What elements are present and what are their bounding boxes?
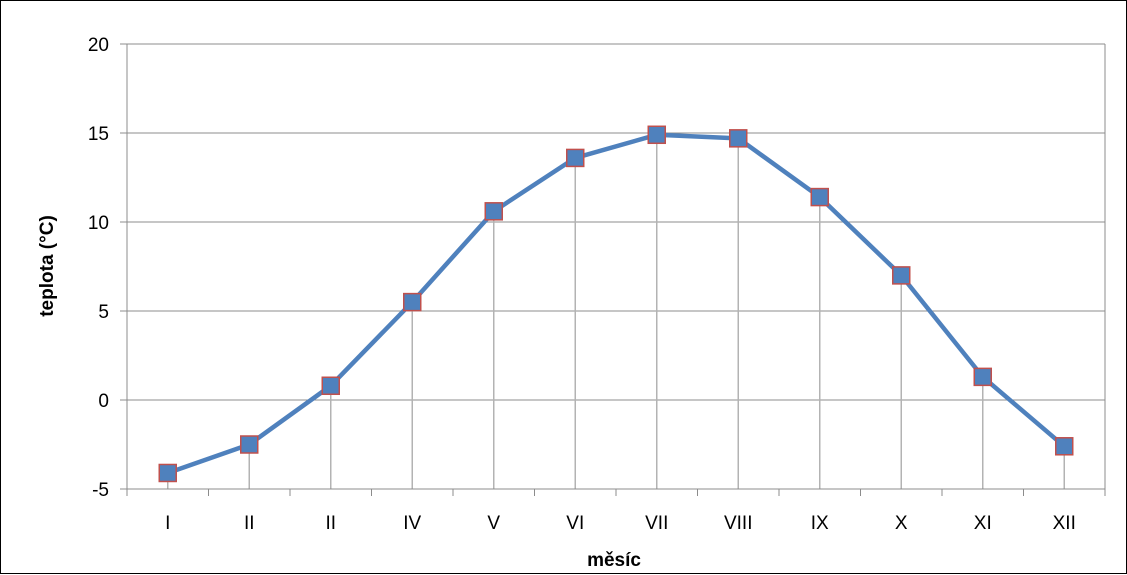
y-tick-label: 10: [88, 213, 109, 234]
y-tick-label: 15: [88, 124, 109, 145]
data-point-marker: [647, 125, 666, 145]
data-point-marker: [892, 266, 911, 285]
data-point-marker: [566, 148, 585, 168]
data-point-marker: [240, 435, 259, 454]
x-tick-label: X: [895, 513, 908, 534]
x-tick-label: V: [487, 513, 500, 534]
gridlines: [127, 43, 1105, 401]
series-line: [165, 132, 1067, 476]
data-point-marker: [729, 129, 748, 148]
y-tick-label: 5: [98, 302, 109, 323]
data-point-marker: [403, 292, 422, 312]
x-tick-label: I: [165, 513, 170, 534]
x-tick-label: II: [325, 513, 336, 534]
y-tick-labels: -5 0 5 10 15 20: [88, 35, 109, 501]
x-tick-labels: I II II IV V VI VII VIII IX X XI XII: [165, 513, 1076, 534]
y-tick-label: -5: [92, 480, 109, 501]
axes: [120, 43, 1106, 496]
y-tick-label: 20: [88, 35, 109, 56]
x-tick-label: XII: [1053, 513, 1076, 534]
x-axis-title: měsíc: [587, 550, 641, 571]
data-point-marker: [973, 367, 992, 387]
data-point-marker: [321, 376, 340, 396]
x-tick-label: XI: [974, 513, 992, 534]
y-tick-label: 0: [98, 391, 109, 412]
data-point-marker: [158, 463, 177, 483]
data-point-marker: [484, 202, 503, 221]
series-line-path: [165, 132, 1067, 476]
x-tick-label: VIII: [724, 513, 753, 534]
x-tick-label: II: [244, 513, 255, 534]
x-tick-label: VI: [566, 513, 584, 534]
x-tick-label: IV: [403, 513, 421, 534]
x-tick-label: IX: [811, 513, 829, 534]
data-point-marker: [810, 187, 829, 207]
x-tick-label: VII: [645, 513, 668, 534]
data-markers: [158, 125, 1074, 483]
y-axis-title: teplota (°C): [37, 215, 58, 317]
data-point-marker: [1055, 437, 1074, 456]
